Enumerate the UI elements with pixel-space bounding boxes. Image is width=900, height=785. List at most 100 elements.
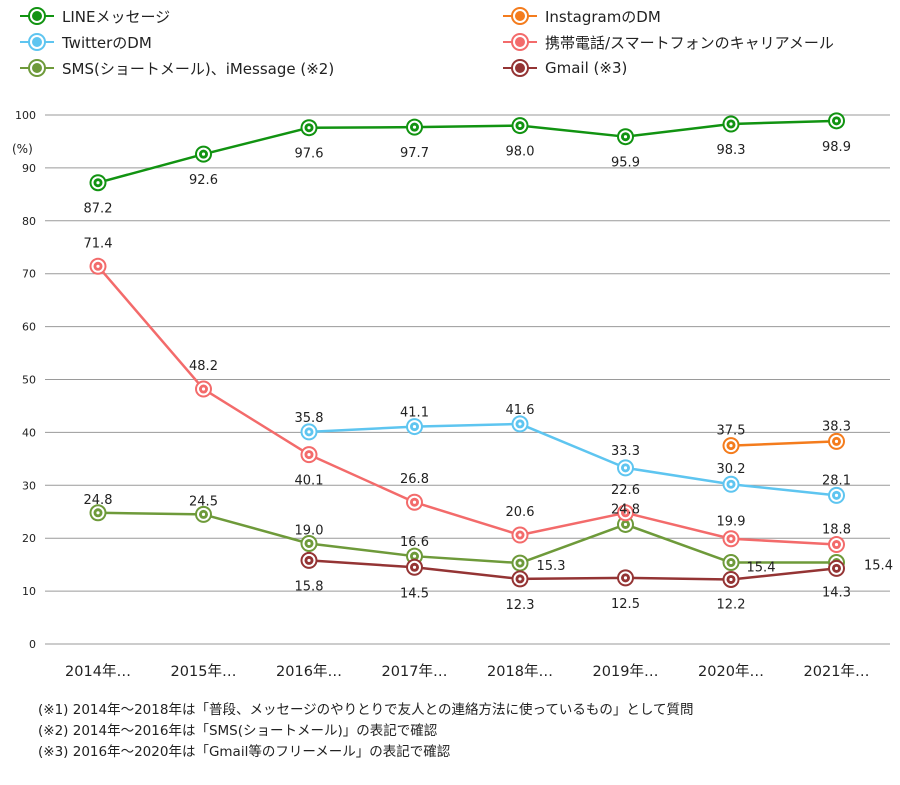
- x-tick-label: 2015年…: [171, 663, 237, 680]
- data-point-ring: [830, 434, 843, 448]
- footnotes: (※1) 2014年～2018年は「普段、メッセージのやりとりで友人との連絡方法…: [38, 700, 693, 763]
- data-point-center: [834, 493, 839, 497]
- x-tick-label: 2020年…: [698, 663, 764, 680]
- data-label: 19.0: [295, 523, 324, 538]
- data-point-ring: [513, 556, 527, 570]
- y-tick-label: 50: [22, 374, 36, 387]
- data-label: 95.9: [611, 156, 640, 171]
- legend-item-sms: SMS(ショートメール)、iMessage (※2): [20, 56, 334, 80]
- data-point-center: [729, 122, 733, 126]
- data-point-ring: [830, 114, 843, 128]
- x-tick-label: 2016年…: [276, 663, 342, 680]
- data-point-center: [201, 387, 206, 391]
- data-label: 48.2: [189, 359, 218, 374]
- data-point-ring: [830, 538, 843, 552]
- data-point-ring: [619, 130, 632, 144]
- data-point-center: [96, 264, 100, 268]
- series-line-sms: [97, 511, 837, 565]
- legend-item-carrier-mail: 携帯電話/スマートフォンのキャリアメール: [503, 30, 834, 54]
- data-label: 18.8: [822, 523, 851, 538]
- data-point-center: [834, 119, 839, 123]
- data-point-center: [834, 439, 839, 443]
- data-label: 87.2: [84, 202, 113, 217]
- legend-label-sms: SMS(ショートメール)、iMessage (※2): [62, 59, 335, 78]
- data-label: 16.6: [400, 535, 429, 550]
- series-line-twitter: [308, 422, 837, 497]
- legend-swatch-gmail: [503, 61, 537, 75]
- data-label: 33.3: [611, 444, 640, 459]
- data-label: 40.1: [295, 474, 324, 489]
- data-point-ring: [724, 477, 738, 491]
- data-point-ring: [619, 571, 632, 585]
- legend-label-gmail: Gmail (※3): [545, 59, 628, 77]
- legend-label-carrier-mail: 携帯電話/スマートフォンのキャリアメール: [545, 33, 834, 52]
- data-point-ring: [724, 532, 738, 546]
- legend-label-instagram: InstagramのDM: [545, 7, 661, 26]
- data-label: 15.4: [864, 559, 893, 574]
- series-carrier-mail: [89, 257, 845, 554]
- data-point-center: [623, 576, 628, 580]
- series-twitter: [300, 415, 845, 504]
- data-point-center: [307, 126, 311, 130]
- data-point-center: [201, 152, 206, 156]
- footnote-2: (※2) 2014年～2016年は「SMS(ショートメール)」の表記で確認: [38, 723, 438, 739]
- data-point-center: [729, 482, 733, 486]
- series-gmail: [300, 551, 845, 588]
- data-label: 38.3: [822, 419, 851, 434]
- data-label: 14.5: [400, 586, 429, 601]
- y-tick-label: 40: [22, 426, 36, 439]
- data-point-ring: [302, 121, 316, 135]
- data-point-center: [623, 522, 628, 527]
- data-label: 92.6: [189, 173, 218, 188]
- y-tick-label: 100: [15, 109, 36, 122]
- data-label: 22.6: [611, 483, 640, 498]
- data-point-center: [623, 466, 628, 470]
- legend-item-gmail: Gmail (※3): [503, 56, 627, 80]
- data-point-ring: [724, 117, 738, 131]
- legend-swatch-instagram: [503, 9, 537, 23]
- data-label: 41.6: [506, 403, 535, 418]
- y-tick-label: 10: [22, 585, 36, 598]
- data-label: 97.7: [400, 146, 429, 161]
- x-tick-label: 2018年…: [487, 663, 553, 680]
- series-line-instagram: [730, 440, 837, 447]
- data-point-center: [96, 511, 100, 515]
- data-point-ring: [513, 417, 527, 431]
- data-point-center: [623, 511, 628, 515]
- data-point-ring: [513, 572, 527, 586]
- data-point-ring: [408, 560, 421, 574]
- legend-label-twitter: TwitterのDM: [62, 33, 152, 52]
- y-tick-label: 70: [22, 268, 36, 281]
- y-tick-label: 0: [29, 638, 36, 651]
- data-point-ring: [91, 259, 105, 273]
- data-label: 98.3: [717, 143, 746, 158]
- data-label: 30.2: [717, 462, 746, 477]
- data-point-ring: [408, 420, 421, 434]
- data-point-center: [412, 565, 417, 569]
- data-point-ring: [724, 556, 738, 570]
- legend-item-instagram: InstagramのDM: [503, 4, 661, 28]
- data-label: 26.8: [400, 472, 429, 487]
- series-sms: [89, 504, 845, 572]
- data-point-center: [729, 560, 733, 565]
- data-point-center: [307, 453, 311, 457]
- legend-swatch-twitter: [20, 35, 54, 49]
- data-point-ring: [830, 561, 843, 575]
- data-label: 24.8: [611, 502, 640, 517]
- data-label: 12.3: [506, 598, 535, 613]
- data-label: 19.9: [717, 515, 746, 530]
- data-point-center: [729, 577, 733, 582]
- data-point-ring: [302, 425, 316, 439]
- data-point-ring: [408, 495, 421, 509]
- data-label: 35.8: [295, 411, 324, 426]
- legend-item-twitter: TwitterのDM: [20, 30, 152, 54]
- data-point-center: [412, 125, 417, 129]
- data-point-center: [834, 542, 839, 547]
- x-tick-label: 2014年…: [65, 663, 131, 680]
- x-tick-label: 2021年…: [804, 663, 870, 680]
- data-label: 12.5: [611, 597, 640, 612]
- footnote-3: (※3) 2016年～2020年は「Gmail等のフリーメール」の表記で確認: [38, 744, 451, 760]
- legend-label-line: LINEメッセージ: [62, 7, 171, 26]
